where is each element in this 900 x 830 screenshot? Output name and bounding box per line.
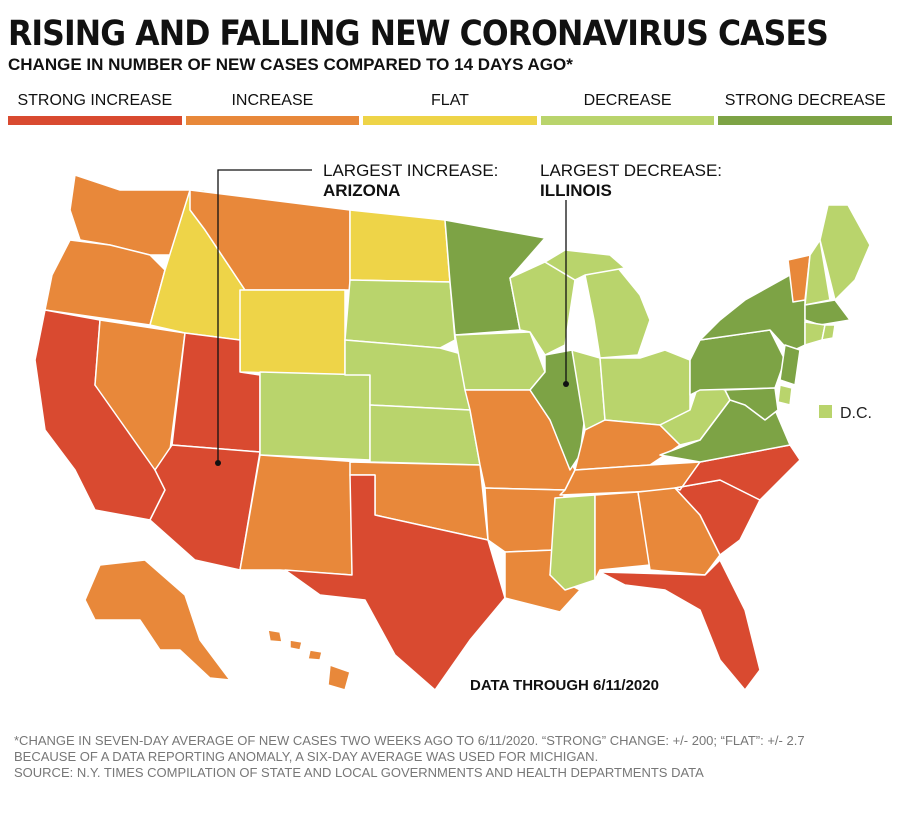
legend-label: INCREASE: [231, 92, 314, 109]
state-IA: [454, 331, 546, 391]
legend-item-strong-decrease: STRONG DECREASE: [718, 92, 892, 125]
state-HI-4: [327, 664, 351, 691]
data-through-label: DATA THROUGH 6/11/2020: [470, 677, 659, 694]
state-HI-1: [267, 629, 283, 643]
legend-swatch: [540, 116, 715, 125]
legend: STRONG INCREASE INCREASE FLAT DECREASE S…: [8, 92, 892, 125]
increase-callout-line: [217, 169, 312, 462]
legend-item-strong-increase: STRONG INCREASE: [8, 92, 182, 125]
legend-swatch: [363, 116, 537, 125]
us-map: D.C. LARGEST INCREASE: ARIZONA LARGEST D…: [34, 161, 872, 694]
state-NM: [239, 454, 361, 576]
legend-label: FLAT: [431, 92, 469, 109]
map-title: RISING AND FALLING NEW CORONAVIRUS CASES: [8, 14, 829, 54]
state-HI-3: [307, 649, 323, 661]
state-CT: [804, 321, 826, 346]
footnotes: *CHANGE IN SEVEN-DAY AVERAGE OF NEW CASE…: [14, 733, 805, 781]
state-SD: [344, 279, 456, 349]
state-AL: [594, 491, 651, 581]
increase-callout-dot: [215, 460, 221, 466]
state-TX: [284, 474, 506, 691]
legend-swatch: [718, 116, 892, 125]
state-HI-2: [289, 639, 303, 651]
state-CO: [259, 371, 371, 461]
legend-swatch: [185, 116, 360, 125]
state-RI: [821, 324, 836, 341]
state-MI-upper: [544, 249, 626, 281]
increase-callout-label: LARGEST INCREASE:: [323, 161, 498, 180]
decrease-callout-dot: [563, 381, 569, 387]
legend-item-increase: INCREASE: [185, 92, 360, 125]
state-MA: [804, 299, 851, 326]
state-OH: [599, 349, 691, 426]
dc-label: D.C.: [840, 405, 872, 422]
legend-label: DECREASE: [583, 92, 672, 109]
state-FL: [599, 559, 761, 691]
state-KS: [369, 404, 481, 466]
state-DE: [777, 384, 793, 406]
decrease-callout-state: ILLINOIS: [540, 181, 612, 200]
legend-item-decrease: DECREASE: [540, 92, 715, 125]
footnote-line: BECAUSE OF A DATA REPORTING ANOMALY, A S…: [14, 749, 599, 764]
state-MD: [724, 387, 779, 421]
state-WY: [239, 289, 346, 376]
state-NH: [804, 239, 831, 306]
decrease-callout-label: LARGEST DECREASE:: [540, 161, 722, 180]
state-AK: [84, 559, 231, 681]
legend-label: STRONG DECREASE: [724, 92, 886, 109]
state-ND: [349, 209, 451, 283]
map-subtitle: CHANGE IN NUMBER OF NEW CASES COMPARED T…: [8, 55, 573, 74]
legend-label: STRONG INCREASE: [17, 92, 173, 109]
state-MS: [549, 494, 596, 591]
footnote-line: *CHANGE IN SEVEN-DAY AVERAGE OF NEW CASE…: [14, 733, 805, 748]
increase-callout-state: ARIZONA: [323, 181, 400, 200]
legend-swatch: [8, 116, 182, 125]
footnote-line: SOURCE: N.Y. TIMES COMPILATION OF STATE …: [14, 765, 704, 780]
legend-item-flat: FLAT: [363, 92, 537, 125]
dc-swatch: [819, 405, 832, 418]
state-NJ: [779, 344, 801, 386]
state-MI: [584, 267, 651, 359]
